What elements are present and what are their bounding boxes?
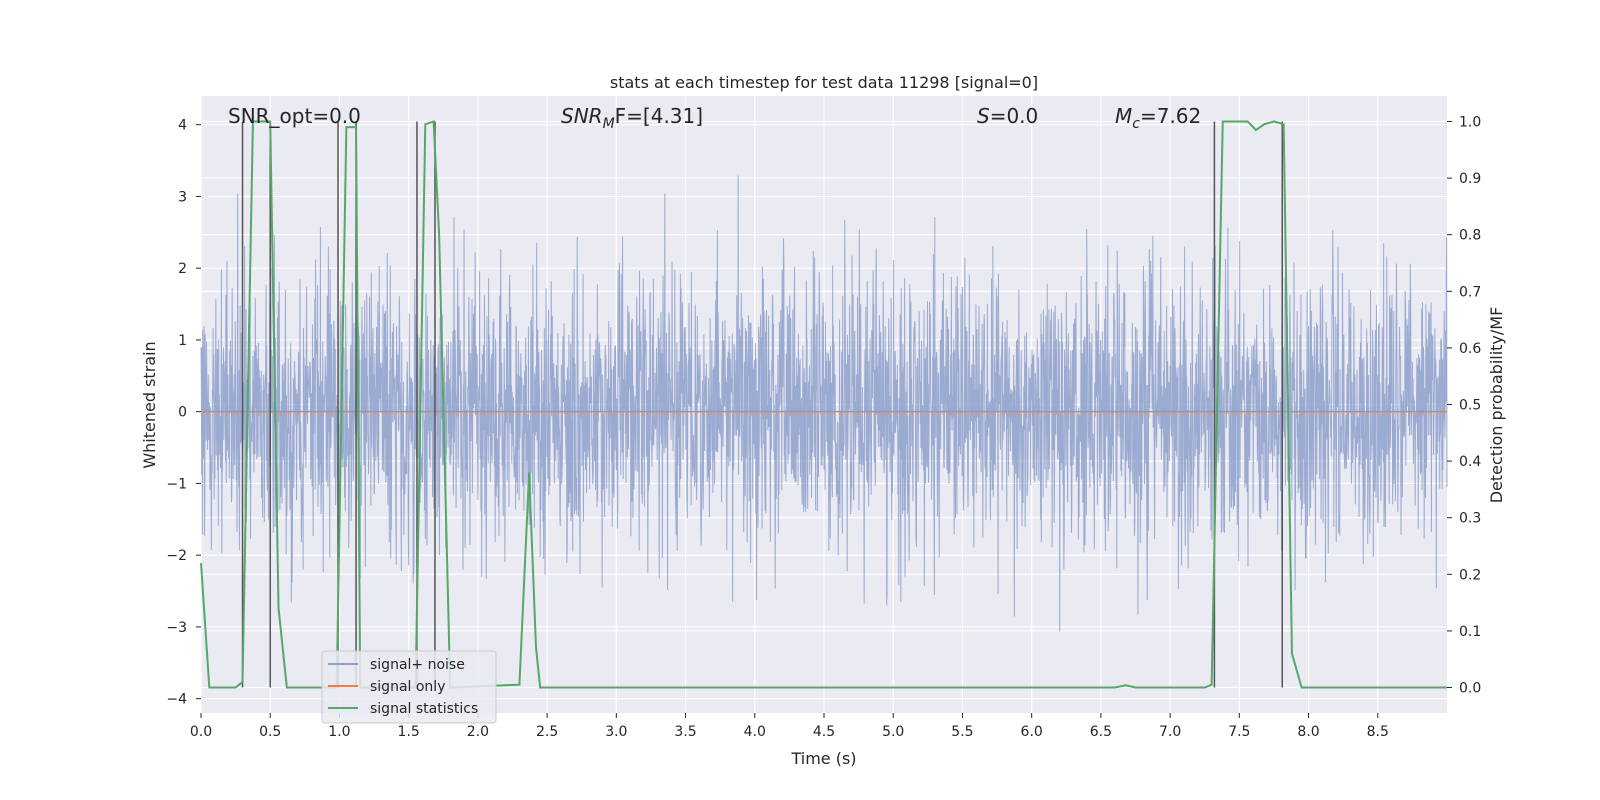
chart-title: stats at each timestep for test data 112…	[610, 73, 1038, 92]
signal-statistics-line	[200, 120, 1447, 689]
mc-sub: c	[1132, 116, 1140, 132]
x-tick-label: 2.5	[536, 724, 558, 740]
annotation-snr-opt: SNR_opt=0.0	[228, 104, 361, 128]
x-ticks: 0.0 0.5 1.0 1.5 2.0 2.5 3.0 3.5 4.0 4.5 5.0 5.5 6.0 6…	[190, 713, 1389, 740]
signal-noise-series	[200, 175, 1448, 632]
y2-tick-label: 0.0	[1459, 681, 1481, 697]
y2-tick-label: 0.4	[1459, 454, 1481, 470]
x-tick-label: 2.0	[467, 724, 489, 740]
annotation-mc: Mc=7.62	[1115, 104, 1201, 132]
y2-tick-label: 0.9	[1459, 171, 1481, 187]
signal-noise-line	[200, 175, 1448, 632]
x-tick-label: 8.5	[1367, 724, 1389, 740]
snr-mf-sub: M	[603, 116, 615, 132]
x-tick-label: 0.0	[190, 724, 212, 740]
y-axis-label: Whitened strain	[140, 341, 159, 468]
legend: signal+ noise signal only signal statist…	[321, 650, 497, 724]
y2-ticks: 1.0 0.9 0.8 0.7 0.6 0.5 0.4 0.3 0.2 0.1 0.0	[1447, 114, 1481, 697]
y2-tick-label: 0.3	[1459, 511, 1481, 527]
x-tick-label: 8.0	[1297, 724, 1319, 740]
x-tick-label: 1.5	[398, 724, 420, 740]
y-tick-label: 3	[178, 189, 187, 205]
y-tick-label: 4	[178, 118, 187, 134]
x-axis-label: Time (s)	[790, 749, 856, 768]
y2-tick-label: 0.1	[1459, 624, 1481, 640]
legend-label-signal-only: signal only	[370, 679, 445, 695]
y2-tick-label: 1.0	[1459, 114, 1481, 130]
y-tick-label: 0	[178, 405, 187, 421]
vertical-markers	[241, 121, 1284, 688]
y-ticks: 4 3 2 1 0 −1 −2 −3 −4	[166, 118, 201, 708]
y2-tick-label: 0.8	[1459, 228, 1481, 244]
x-tick-label: 3.0	[605, 724, 627, 740]
x-tick-label: 4.5	[813, 724, 835, 740]
y2-tick-label: 0.6	[1459, 341, 1481, 357]
s-main: S	[977, 104, 990, 128]
x-tick-label: 4.0	[744, 724, 766, 740]
y-tick-label: 1	[178, 333, 187, 349]
s-tail: =0.0	[990, 104, 1039, 128]
y-tick-label: −3	[166, 620, 187, 636]
y-tick-label: −2	[166, 548, 187, 564]
x-tick-label: 6.0	[1021, 724, 1043, 740]
mc-main: M	[1115, 104, 1132, 128]
snr-mf-main: SNR	[561, 104, 603, 128]
y2-tick-label: 0.2	[1459, 567, 1481, 583]
y-tick-label: −4	[166, 692, 187, 708]
y2-tick-label: 0.5	[1459, 398, 1481, 414]
annotation-s: S=0.0	[977, 104, 1038, 128]
signal-statistics-series	[200, 120, 1447, 689]
annotation-snr-mf: SNRMF=[4.31]	[561, 104, 703, 132]
x-tick-label: 7.5	[1228, 724, 1250, 740]
x-tick-label: 1.0	[328, 724, 350, 740]
y-tick-label: −1	[166, 476, 187, 492]
legend-label-signal-statistics: signal statistics	[370, 701, 478, 717]
x-tick-label: 7.0	[1159, 724, 1181, 740]
y2-tick-label: 0.7	[1459, 284, 1481, 300]
x-tick-label: 5.5	[951, 724, 973, 740]
snr-mf-tail: F=[4.31]	[615, 104, 703, 128]
mc-tail: =7.62	[1140, 104, 1201, 128]
x-tick-label: 6.5	[1090, 724, 1112, 740]
x-tick-label: 3.5	[674, 724, 696, 740]
y-tick-label: 2	[178, 261, 187, 277]
x-tick-label: 0.5	[259, 724, 281, 740]
legend-box	[321, 650, 497, 724]
legend-label-signal-noise: signal+ noise	[370, 657, 465, 673]
y2-axis-label: Detection probability/MF	[1487, 307, 1506, 504]
x-tick-label: 5.0	[882, 724, 904, 740]
